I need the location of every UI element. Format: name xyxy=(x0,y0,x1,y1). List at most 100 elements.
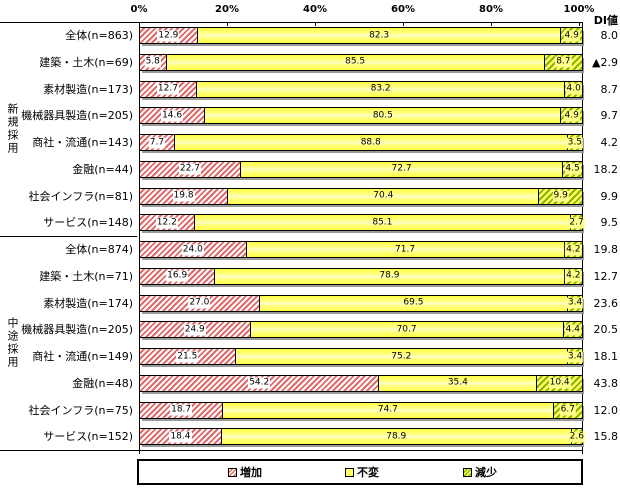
group-label-new-recruitment: 新規採用 xyxy=(6,103,19,155)
chart-row: 全体(n=874) 24.0 71.7 4.2 19.8 xyxy=(0,236,620,263)
unchanged-segment: 72.7 xyxy=(239,161,563,177)
category-label: 社会インフラ(n=81) xyxy=(28,189,133,203)
chart-row: 社会インフラ(n=81) 19.8 70.4 9.9 9.9 xyxy=(0,183,620,210)
increase-segment: 22.7 xyxy=(140,161,240,177)
decrease-value: 2.6 xyxy=(568,431,585,443)
decrease-segment: 2.7 xyxy=(568,215,585,231)
axis-top-line xyxy=(0,22,583,23)
chart-row: 機械器具製造(n=205) 24.9 70.7 4.4 20.5 xyxy=(0,316,620,343)
chart-row: サービス(n=152) 18.4 78.9 2.6 15.8 xyxy=(0,423,620,450)
increase-value: 24.9 xyxy=(183,324,206,336)
di-value: 9.7 xyxy=(600,109,619,123)
di-value: 15.8 xyxy=(593,430,619,444)
category-label: サービス(n=152) xyxy=(43,430,133,444)
legend-unchanged-label: 不変 xyxy=(357,466,379,479)
increase-value: 16.9 xyxy=(166,270,189,282)
chart-row: 社会インフラ(n=75) 18.7 74.7 6.7 12.0 xyxy=(0,397,620,424)
increase-value: 14.6 xyxy=(161,110,184,122)
decrease-segment: 3.4 xyxy=(566,295,584,311)
stacked-bar: 7.7 88.8 3.5 xyxy=(139,134,583,151)
increase-value: 27.0 xyxy=(188,297,211,309)
increase-segment: 24.9 xyxy=(140,322,250,338)
decrease-segment: 8.7 xyxy=(543,54,582,70)
decrease-segment: 6.7 xyxy=(552,402,582,418)
di-value: 4.2 xyxy=(600,136,619,149)
unchanged-segment: 85.1 xyxy=(193,215,571,231)
di-value: 18.1 xyxy=(593,350,619,363)
decrease-value: 4.2 xyxy=(565,244,582,255)
legend-decrease-label: 減少 xyxy=(475,466,497,479)
di-value: 12.7 xyxy=(593,269,619,283)
decrease-value: 4.4 xyxy=(564,324,581,336)
unchanged-value: 72.7 xyxy=(391,163,412,174)
legend-increase-label: 増加 xyxy=(240,466,262,479)
di-value: 9.5 xyxy=(600,216,619,230)
decrease-value: 4.9 xyxy=(563,110,580,122)
category-label: 機械器具製造(n=205) xyxy=(21,109,133,123)
axis-end-tick-left xyxy=(139,450,140,454)
axis-tick-label: 100% xyxy=(563,4,595,15)
stacked-bar: 54.2 35.4 10.4 xyxy=(139,374,583,392)
increase-segment: 7.7 xyxy=(140,135,174,150)
category-label: 金融(n=44) xyxy=(72,162,133,176)
stacked-bar: 21.5 75.2 3.4 xyxy=(139,348,584,365)
unchanged-value: 71.7 xyxy=(395,244,416,254)
decrease-segment: 10.4 xyxy=(536,375,582,391)
unchanged-value: 85.1 xyxy=(372,217,393,228)
di-value: 8.0 xyxy=(600,29,619,42)
di-value: 18.2 xyxy=(593,162,619,176)
decrease-segment: 9.9 xyxy=(538,188,582,204)
increase-value: 18.7 xyxy=(170,404,193,416)
decrease-segment: 4.5 xyxy=(562,161,582,177)
category-label: 商社・流通(n=143) xyxy=(32,136,133,149)
decrease-swatch-icon xyxy=(463,467,472,477)
chart-row: 素材製造(n=174) 27.0 69.5 3.4 23.6 xyxy=(0,290,620,317)
di-value: 23.6 xyxy=(593,296,619,310)
unchanged-value: 80.5 xyxy=(372,110,393,121)
increase-segment: 5.8 xyxy=(140,54,166,70)
decrease-segment: 4.9 xyxy=(560,28,582,43)
chart-row: 金融(n=44) 22.7 72.7 4.5 18.2 xyxy=(0,156,620,183)
plot-frame xyxy=(139,22,583,450)
axis-tick-label: 20% xyxy=(215,4,239,15)
plot-bottom-line xyxy=(0,450,583,451)
di-value: 19.8 xyxy=(593,243,619,256)
axis-tick-label: 40% xyxy=(303,4,327,15)
di-value: 43.8 xyxy=(593,376,619,390)
decrease-value: 4.0 xyxy=(565,83,582,95)
unchanged-segment: 74.7 xyxy=(222,402,553,418)
increase-value: 19.8 xyxy=(172,190,195,202)
unchanged-segment: 88.8 xyxy=(173,135,567,150)
increase-value: 18.4 xyxy=(169,431,192,443)
legend-item-increase: 増加 xyxy=(228,461,262,483)
unchanged-segment: 83.2 xyxy=(195,81,565,97)
category-label: 全体(n=874) xyxy=(65,243,133,256)
unchanged-value: 69.5 xyxy=(403,297,424,308)
category-label: 商社・流通(n=149) xyxy=(32,350,133,363)
unchanged-segment: 70.7 xyxy=(249,322,563,338)
unchanged-value: 83.2 xyxy=(370,83,391,94)
decrease-segment: 3.5 xyxy=(566,135,583,150)
unchanged-segment: 82.3 xyxy=(196,28,561,43)
chart-row: 機械器具製造(n=205) 14.6 80.5 4.9 9.7 xyxy=(0,102,620,129)
unchanged-value: 74.7 xyxy=(377,404,398,415)
increase-value: 12.9 xyxy=(157,30,180,41)
di-value: 12.0 xyxy=(593,403,619,417)
decrease-value: 4.9 xyxy=(563,30,580,41)
axis-tick-mark xyxy=(491,22,492,26)
legend-item-decrease: 減少 xyxy=(463,461,497,483)
stacked-bar: 24.0 71.7 4.2 xyxy=(139,241,583,258)
di-value: 9.9 xyxy=(600,189,619,203)
stacked-bar: 22.7 72.7 4.5 xyxy=(139,160,583,178)
axis-tick-label: 0% xyxy=(130,4,148,15)
stacked-bar: 12.9 82.3 4.9 xyxy=(139,27,583,44)
category-label: 機械器具製造(n=205) xyxy=(21,323,133,337)
decrease-segment: 4.2 xyxy=(563,242,582,257)
stacked-bar: 5.8 85.5 8.7 xyxy=(139,53,583,71)
increase-segment: 14.6 xyxy=(140,108,205,124)
increase-segment: 24.0 xyxy=(140,242,246,257)
unchanged-segment: 69.5 xyxy=(258,295,568,311)
unchanged-segment: 70.4 xyxy=(227,188,539,204)
axis-end-tick-right xyxy=(582,450,583,454)
axis-tick-mark xyxy=(227,22,228,26)
